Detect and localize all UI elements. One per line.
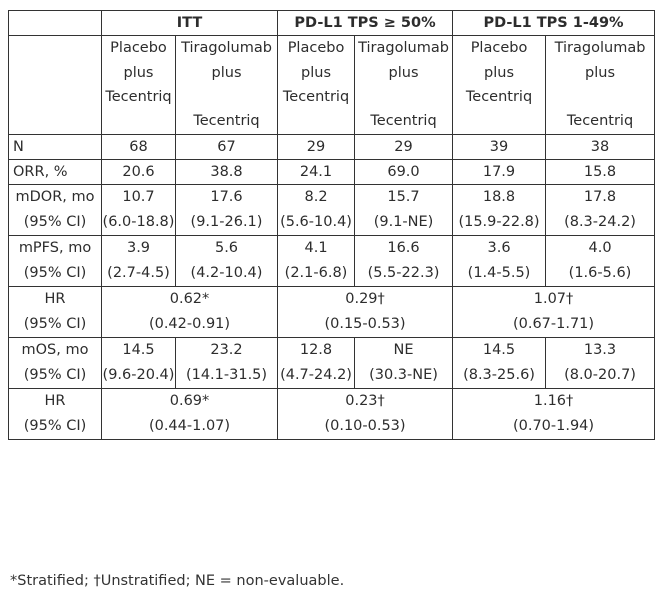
- table-cell: 38: [545, 134, 656, 160]
- arm-header-tira: Tiragolumab plus Tecentriq: [545, 35, 656, 135]
- table-cell: 39: [452, 134, 547, 160]
- table-cell: 16.6 (5.5-22.3): [354, 235, 454, 287]
- table-cell: 4.1 (2.1-6.8): [277, 235, 356, 287]
- table-cell: 29: [354, 134, 454, 160]
- table-cell: 3.6 (1.4-5.5): [452, 235, 547, 287]
- arm-header-tira: Tiragolumab plus Tecentriq: [354, 35, 454, 135]
- table-cell: 1.07† (0.67-1.71): [452, 286, 656, 338]
- group-header-itt: ITT: [100, 10, 279, 36]
- group-header-row: ITT PD-L1 TPS ≥ 50% PD-L1 TPS 1-49%: [8, 10, 656, 36]
- row-label: mPFS, mo (95% CI): [8, 235, 102, 287]
- table-row-mdor: mDOR, mo (95% CI) 10.7 (6.0-18.8) 17.6 (9.1…: [8, 184, 656, 236]
- group-header-tps-low: PD-L1 TPS 1-49%: [452, 10, 656, 36]
- table-cell: 18.8 (15.9-22.8): [452, 184, 547, 236]
- row-label: ORR, %: [8, 159, 102, 185]
- table-cell: 17.9: [452, 159, 547, 185]
- arm-header-placebo: Placebo plus Tecentriq: [277, 35, 356, 135]
- table-row-hr-os: HR (95% CI) 0.69* (0.44-1.07) 0.23† (0.10-0…: [8, 388, 656, 440]
- table-cell: 0.69* (0.44-1.07): [100, 388, 279, 440]
- table-row-orr: ORR, % 20.6 38.8 24.1 69.0 17.9 15.8: [8, 159, 656, 185]
- table-cell: 14.5 (8.3-25.6): [452, 337, 547, 389]
- table-cell: 15.8: [545, 159, 656, 185]
- table-cell: 4.0 (1.6-5.6): [545, 235, 656, 287]
- table-cell: 15.7 (9.1-NE): [354, 184, 454, 236]
- table-row-hr-pfs: HR (95% CI) 0.62* (0.42-0.91) 0.29† (0.15-0…: [8, 286, 656, 338]
- table-cell: 17.8 (8.3-24.2): [545, 184, 656, 236]
- table-cell: 14.5 (9.6-20.4): [101, 337, 176, 389]
- row-label: N: [8, 134, 102, 160]
- footnote: *Stratified; †Unstratified; NE = non-eva…: [10, 573, 345, 589]
- corner-cell: [8, 10, 102, 36]
- row-label: HR (95% CI): [8, 286, 102, 338]
- results-table: ITT PD-L1 TPS ≥ 50% PD-L1 TPS 1-49% Plac…: [8, 10, 656, 440]
- table-cell: 17.6 (9.1-26.1): [174, 184, 279, 236]
- arm-header-row: Placebo plus Tecentriq Tiragolumab plus Tece…: [8, 35, 656, 135]
- table-cell: NE (30.3-NE): [354, 337, 454, 389]
- table-cell: 29: [277, 134, 356, 160]
- group-header-tps-high: PD-L1 TPS ≥ 50%: [277, 10, 454, 36]
- table-cell: 10.7 (6.0-18.8): [101, 184, 176, 236]
- table-cell: 20.6: [101, 159, 176, 185]
- table-cell: 0.62* (0.42-0.91): [100, 286, 279, 338]
- table-cell: 67: [174, 134, 279, 160]
- table-row-n: N 68 67 29 29 39 38: [8, 134, 656, 160]
- table-cell: 12.8 (4.7-24.2): [277, 337, 356, 389]
- table-row-mpfs: mPFS, mo (95% CI) 3.9 (2.7-4.5) 5.6 (4.2-10…: [8, 235, 656, 287]
- row-label: HR (95% CI): [8, 388, 102, 440]
- table-cell: 13.3 (8.0-20.7): [545, 337, 656, 389]
- row-label: mOS, mo (95% CI): [8, 337, 102, 389]
- table-row-mos: mOS, mo (95% CI) 14.5 (9.6-20.4) 23.2 (14.1…: [8, 337, 656, 389]
- table-cell: 23.2 (14.1-31.5): [174, 337, 279, 389]
- arm-corner-cell: [8, 35, 102, 135]
- table-cell: 0.23† (0.10-0.53): [277, 388, 454, 440]
- row-label: mDOR, mo (95% CI): [8, 184, 102, 236]
- table-cell: 1.16† (0.70-1.94): [452, 388, 656, 440]
- table-cell: 69.0: [354, 159, 454, 185]
- table-cell: 3.9 (2.7-4.5): [101, 235, 176, 287]
- table-cell: 0.29† (0.15-0.53): [277, 286, 454, 338]
- table-cell: 38.8: [174, 159, 279, 185]
- table-cell: 8.2 (5.6-10.4): [277, 184, 356, 236]
- table-cell: 5.6 (4.2-10.4): [174, 235, 279, 287]
- table-cell: 68: [101, 134, 176, 160]
- arm-header-placebo: Placebo plus Tecentriq: [452, 35, 547, 135]
- arm-header-placebo: Placebo plus Tecentriq: [101, 35, 176, 135]
- arm-header-tira: Tiragolumab plus Tecentriq: [174, 35, 279, 135]
- table-cell: 24.1: [277, 159, 356, 185]
